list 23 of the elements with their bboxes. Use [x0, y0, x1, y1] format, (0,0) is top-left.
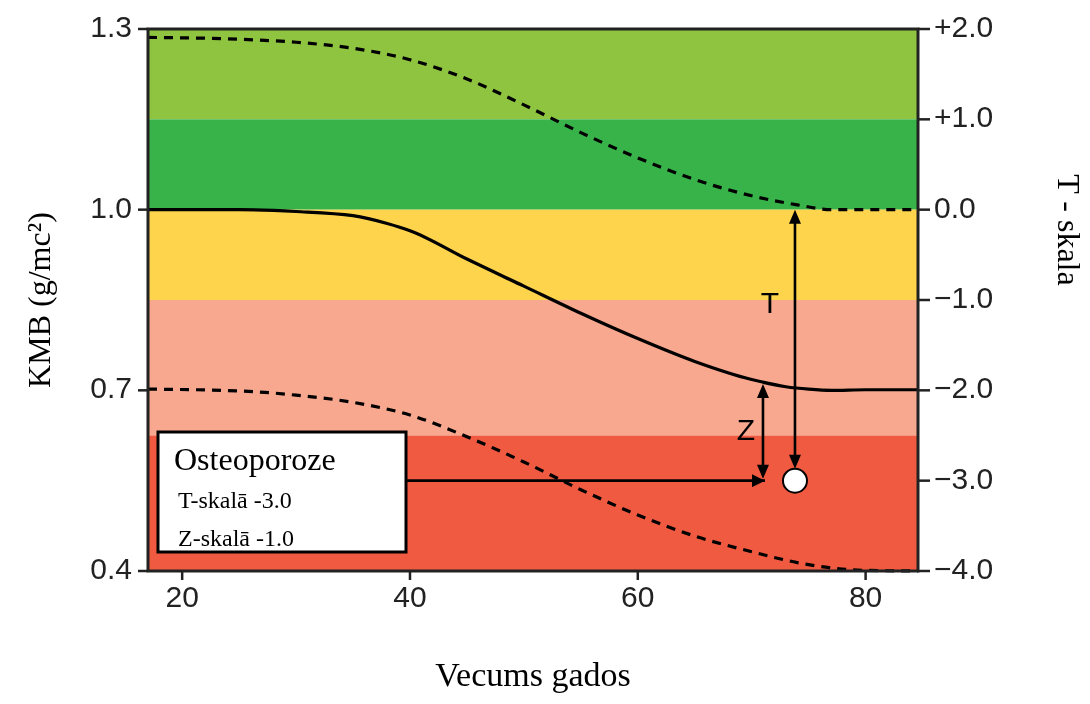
y2-tick-label: −1.0	[934, 280, 994, 314]
x-axis-title: Vecums gados	[435, 656, 631, 693]
annotation: Osteoporoze	[174, 441, 336, 477]
annotation: Z-skalā -1.0	[178, 525, 294, 551]
y2-tick-label: 0.0	[934, 190, 976, 224]
y2-tick-label: +2.0	[934, 9, 994, 43]
y2-axis-title: T - skala	[1051, 174, 1087, 286]
x-tick-label: 80	[848, 580, 883, 613]
x-tick-label: 20	[165, 580, 199, 613]
y-tick-label: 1.0	[90, 190, 132, 224]
y-tick-label: 1.3	[90, 9, 132, 43]
annotation: T	[760, 286, 779, 320]
x-tick-label: 60	[621, 580, 655, 613]
y-tick-label: 0.7	[90, 371, 132, 405]
annotation: Z	[736, 413, 755, 447]
annotation: T-skalā -3.0	[178, 487, 292, 513]
y2-tick-label: −4.0	[934, 551, 994, 585]
y2-tick-label: −2.0	[934, 371, 994, 405]
y2-tick-label: −3.0	[934, 461, 994, 495]
y-axis-title: KMB (g/mc²)	[21, 212, 57, 388]
y2-tick-label: +1.0	[934, 100, 994, 134]
x-tick-label: 40	[393, 580, 427, 613]
y-tick-label: 0.4	[90, 551, 132, 585]
